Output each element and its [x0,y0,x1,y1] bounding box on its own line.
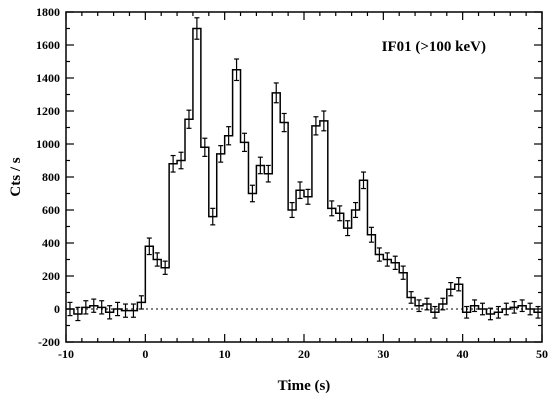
y-tick-label: 1000 [36,137,60,151]
x-tick-label: 40 [457,347,469,361]
y-tick-label: 200 [42,269,60,283]
x-tick-label: 50 [536,347,548,361]
y-tick-label: 400 [42,236,60,250]
annotation-label: IF01 (>100 keV) [382,39,486,55]
y-tick-label: -200 [38,335,60,349]
x-tick-label: 30 [377,347,389,361]
axis-tick-labels: -10 0 10 20 30 40 50 -200 0 200 400 600 800 1000 1200 1… [36,5,548,361]
y-tick-label: 1800 [36,5,60,19]
x-tick-label: 10 [219,347,231,361]
x-tick-label: 0 [142,347,148,361]
y-tick-label: 0 [54,302,60,316]
y-tick-label: 1600 [36,38,60,52]
x-axis-title: Time (s) [278,378,331,394]
y-tick-label: 1200 [36,104,60,118]
series-light-curve-line [66,27,542,315]
x-tick-label: 20 [298,347,310,361]
axis-ticks [65,11,543,343]
y-tick-label: 600 [42,203,60,217]
y-tick-label: 1400 [36,71,60,85]
x-tick-label: -10 [58,347,74,361]
plot-frame [65,11,543,343]
error-bars [67,17,541,322]
y-tick-label: 800 [42,170,60,184]
y-axis-title: Cts / s [8,157,24,196]
